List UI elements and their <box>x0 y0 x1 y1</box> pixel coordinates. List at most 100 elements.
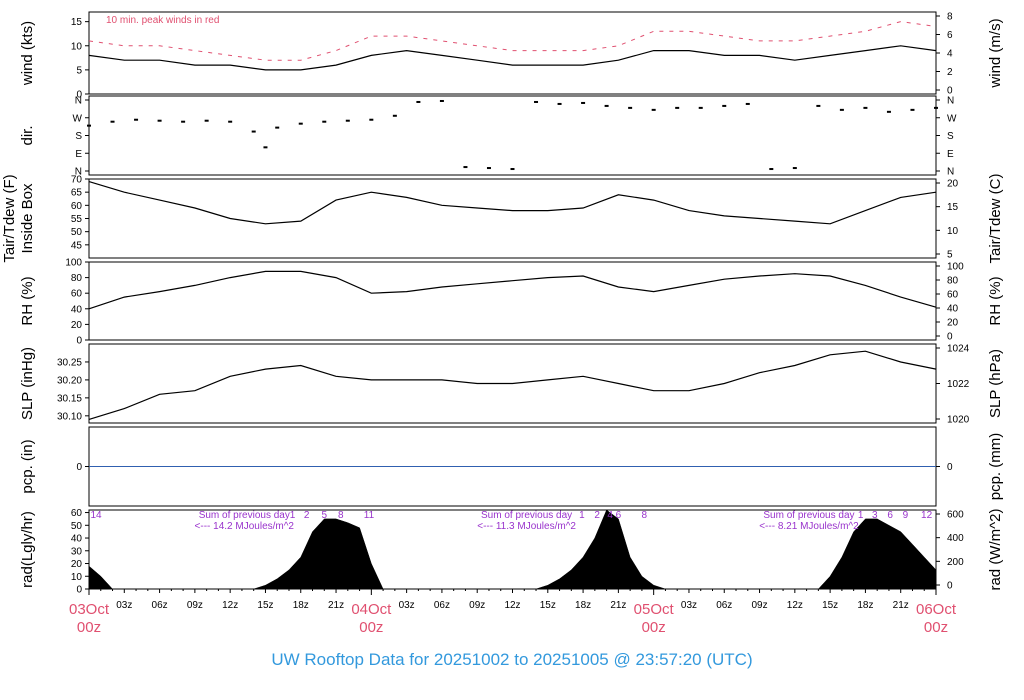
dir-point <box>722 104 727 107</box>
x-day-hour-label: 00z <box>359 619 383 636</box>
rad-hour-mark: 11 <box>364 510 375 521</box>
dir-point <box>392 114 397 117</box>
rad-hour-mark: 8 <box>641 510 647 521</box>
rad-ytick-left-label: 30 <box>71 546 83 557</box>
x-day-label: 03Oct <box>69 601 110 618</box>
dir-point <box>298 122 303 125</box>
dir-ytick-left-label: W <box>73 113 83 124</box>
x-hour-label: 12z <box>504 600 520 611</box>
wind-panel: 0 5 10 15 0 2 4 6 8 wind (kts) wind (m/s) 10 min. p… <box>19 11 1004 101</box>
dir-ytick-right-label: W <box>947 113 957 124</box>
dir-point <box>275 126 280 129</box>
rad-area <box>88 509 937 590</box>
wind-ytick-right-label: 2 <box>947 67 953 78</box>
rad-ytick-left-label: 10 <box>71 572 83 583</box>
dir-point <box>604 104 609 107</box>
x-hour-label: 03z <box>681 600 697 611</box>
dir-point <box>263 146 268 149</box>
x-hour-label: 18z <box>293 600 309 611</box>
dir-point <box>698 106 703 109</box>
wind-ylabel-right: wind (m/s) <box>987 18 1004 88</box>
rad-day-note: Sum of previous day <box>763 510 854 521</box>
rad-hour-mark: 9 <box>903 510 909 521</box>
x-day-hour-label: 00z <box>642 619 666 636</box>
rad-hour-mark: 8 <box>338 510 344 521</box>
dir-ytick-right-label: E <box>947 149 954 160</box>
rad-hour-mark: 1 <box>290 510 296 521</box>
dir-point <box>510 168 515 171</box>
x-hour-label: 09z <box>751 600 767 611</box>
temp-ytick-right-label: 10 <box>947 226 959 237</box>
rad-ytick-right-label: 200 <box>947 557 964 568</box>
x-hour-label: 15z <box>257 600 273 611</box>
pcp-panel: 0 0 pcp. (in) pcp. (mm) <box>19 426 1004 507</box>
rh-ytick-left-label: 80 <box>71 273 83 284</box>
x-day-label: 05Oct <box>634 601 675 618</box>
rh-ytick-right-label: 60 <box>947 290 959 301</box>
slp-sea-level-pressure-line <box>88 350 937 420</box>
x-hour-label: 06z <box>434 600 450 611</box>
pcp-ytick-left-label: 0 <box>76 462 82 473</box>
rh-ytick-right-label: 0 <box>947 332 953 343</box>
rh-ytick-right-label: 20 <box>947 318 959 329</box>
slp-panel: 30.10 30.15 30.20 30.25 1020 1022 1024 SLP (inH… <box>19 343 1004 426</box>
rh-ylabel-right: RH (%) <box>987 276 1004 325</box>
x-day-label: 04Oct <box>351 601 392 618</box>
rad-ytick-left-label: 0 <box>76 585 82 596</box>
footer-title: UW Rooftop Data for 20251002 to 20251005… <box>271 650 752 669</box>
x-hour-label: 21z <box>328 600 344 611</box>
x-hour-label: 21z <box>610 600 626 611</box>
dir-point <box>463 166 468 169</box>
slp-ytick-right-label: 1024 <box>947 344 970 355</box>
rad-day-total: <--- 14.2 MJoules/m^2 <box>195 521 295 532</box>
rad-ylabel-left: rad(Lgly/hr) <box>19 511 36 588</box>
dir-point <box>157 119 162 122</box>
dir-point <box>769 168 774 171</box>
rad-day-note: Sum of previous day <box>481 510 572 521</box>
dir-point <box>204 119 209 122</box>
rh-panel: 0 20 40 60 80 100 0 20 40 60 80 100 RH (%) RH (%) <box>19 258 1004 347</box>
rad-ytick-right-label: 0 <box>947 581 953 592</box>
dir-point <box>628 106 633 109</box>
rh-ytick-left-label: 100 <box>65 258 82 269</box>
dir-point <box>581 101 586 104</box>
dir-point <box>792 167 797 170</box>
dir-point <box>181 120 186 123</box>
wind-ytick-left-label: 0 <box>76 90 82 101</box>
dir-point <box>345 119 350 122</box>
wind-ytick-right-label: 4 <box>947 49 953 60</box>
rad-day-total: <--- 8.21 MJoules/m^2 <box>759 521 859 532</box>
rh-relative-humidity-line <box>88 270 937 310</box>
x-hour-label: 12z <box>222 600 238 611</box>
x-day-hour-label: 00z <box>924 619 948 636</box>
dir-point <box>416 100 421 103</box>
x-hour-label: 06z <box>152 600 168 611</box>
rh-ytick-right-label: 100 <box>947 262 964 273</box>
wind-ytick-left-label: 15 <box>71 17 83 28</box>
x-hour-label: 18z <box>857 600 873 611</box>
dir-point <box>87 124 91 127</box>
rad-hour-mark: 6 <box>887 510 893 521</box>
wind-ytick-left-label: 5 <box>76 65 82 76</box>
dir-point <box>134 118 139 121</box>
slp-ytick-right-label: 1020 <box>947 415 970 426</box>
dir-frame <box>88 95 937 176</box>
rh-ylabel-left: RH (%) <box>19 276 36 325</box>
x-hour-label: 18z <box>575 600 591 611</box>
temp-ylabel-right: Tair/Tdew (C) <box>987 173 1004 263</box>
dir-ytick-left-label: E <box>75 149 82 160</box>
x-hour-label: 21z <box>893 600 909 611</box>
slp-ytick-left-label: 30.20 <box>57 375 82 386</box>
dir-point <box>228 120 233 123</box>
rad-hour-mark: 6 <box>616 510 622 521</box>
rad-hour-mark: 3 <box>872 510 878 521</box>
dir-point <box>251 130 256 133</box>
temp-ytick-right-label: 15 <box>947 202 959 213</box>
temp-ytick-left-label: 50 <box>71 227 83 238</box>
dir-ylabel-left: dir. <box>19 125 36 145</box>
